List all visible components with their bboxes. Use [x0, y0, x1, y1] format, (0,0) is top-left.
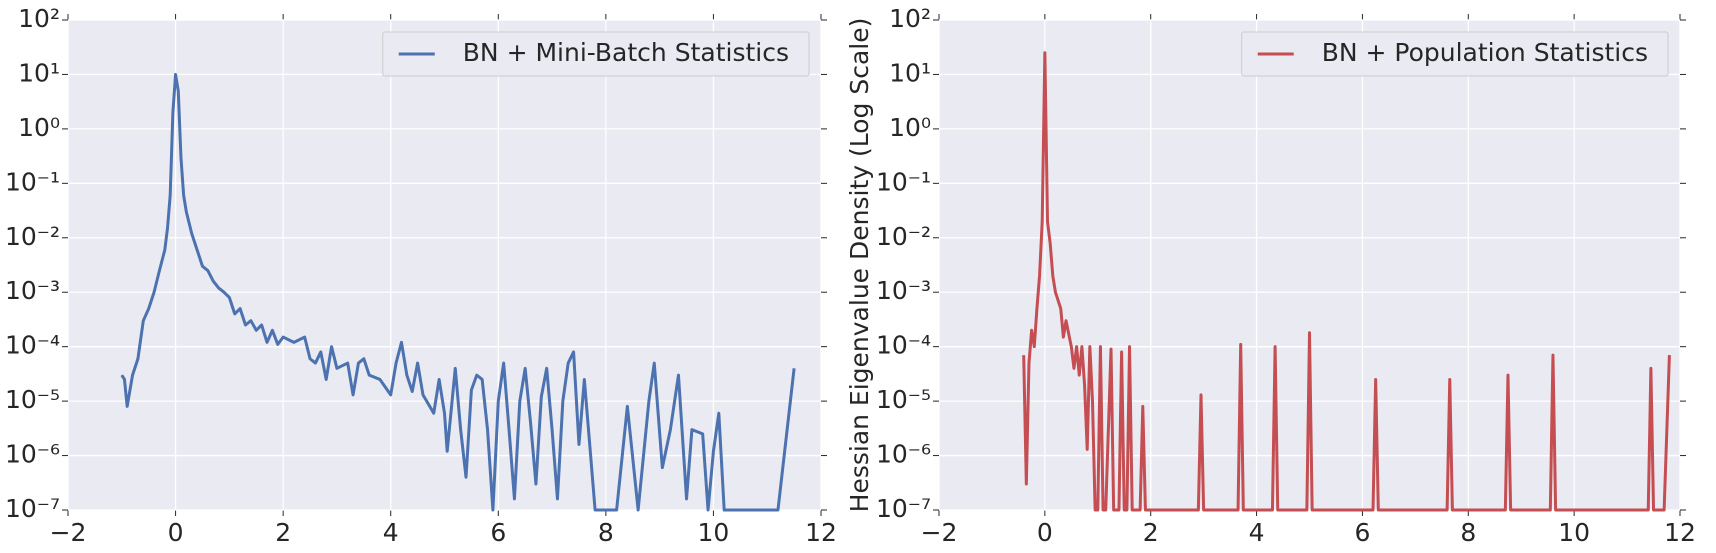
x-tick-label: 4 [1249, 518, 1265, 547]
y-tick-label: 10² [889, 4, 931, 33]
x-tick-label: 2 [1143, 518, 1159, 547]
y-tick-label: 10² [18, 4, 60, 33]
y-tick-label: 10⁻² [876, 222, 931, 251]
x-tick-label: −2 [50, 518, 87, 547]
x-tick-label: 2 [275, 518, 291, 547]
y-tick-label: 10⁻⁵ [876, 385, 931, 414]
x-tick-label: 10 [698, 518, 730, 547]
x-tick-label: 0 [1037, 518, 1053, 547]
x-tick-label: 0 [168, 518, 184, 547]
y-tick-label: 10¹ [18, 58, 60, 87]
legend-box [382, 31, 810, 77]
plot-area [68, 20, 821, 510]
y-tick-label: 10⁻⁴ [5, 331, 60, 360]
x-tick-label: 8 [1460, 518, 1476, 547]
x-tick-label: 8 [598, 518, 614, 547]
x-tick-label: 10 [1558, 518, 1590, 547]
y-axis-label: Hessian Eigenvalue Density (Log Scale) [845, 18, 874, 513]
y-tick-label: 10⁻³ [876, 276, 931, 305]
plot-area [939, 20, 1680, 510]
x-tick-label: 4 [383, 518, 399, 547]
y-tick-label: 10⁻⁷ [5, 494, 60, 523]
legend-box [1241, 31, 1669, 77]
x-tick-label: 6 [1354, 518, 1370, 547]
data-line [120, 72, 796, 512]
y-tick-label: 10⁰ [889, 113, 931, 142]
legend-label: BN + Mini-Batch Statistics [463, 38, 789, 67]
y-tick-label: 10⁻⁶ [876, 440, 931, 469]
y-tick-label: 10⁻³ [5, 276, 60, 305]
y-tick-label: 10⁻¹ [876, 167, 931, 196]
x-tick-label: −2 [921, 518, 958, 547]
y-tick-label: 10⁻⁶ [5, 440, 60, 469]
y-tick-label: 10⁻⁴ [876, 331, 931, 360]
y-tick-label: 10¹ [889, 58, 931, 87]
y-tick-label: 10⁻¹ [5, 167, 60, 196]
y-tick-label: 10⁻² [5, 222, 60, 251]
x-tick-label: 6 [490, 518, 506, 547]
y-tick-label: 10⁻⁵ [5, 385, 60, 414]
y-tick-label: 10⁰ [18, 113, 60, 142]
x-tick-label: 12 [805, 518, 837, 547]
data-line [1022, 51, 1671, 512]
y-tick-label: 10⁻⁷ [876, 494, 931, 523]
legend-label: BN + Population Statistics [1322, 38, 1648, 67]
x-tick-label: 12 [1664, 518, 1696, 547]
